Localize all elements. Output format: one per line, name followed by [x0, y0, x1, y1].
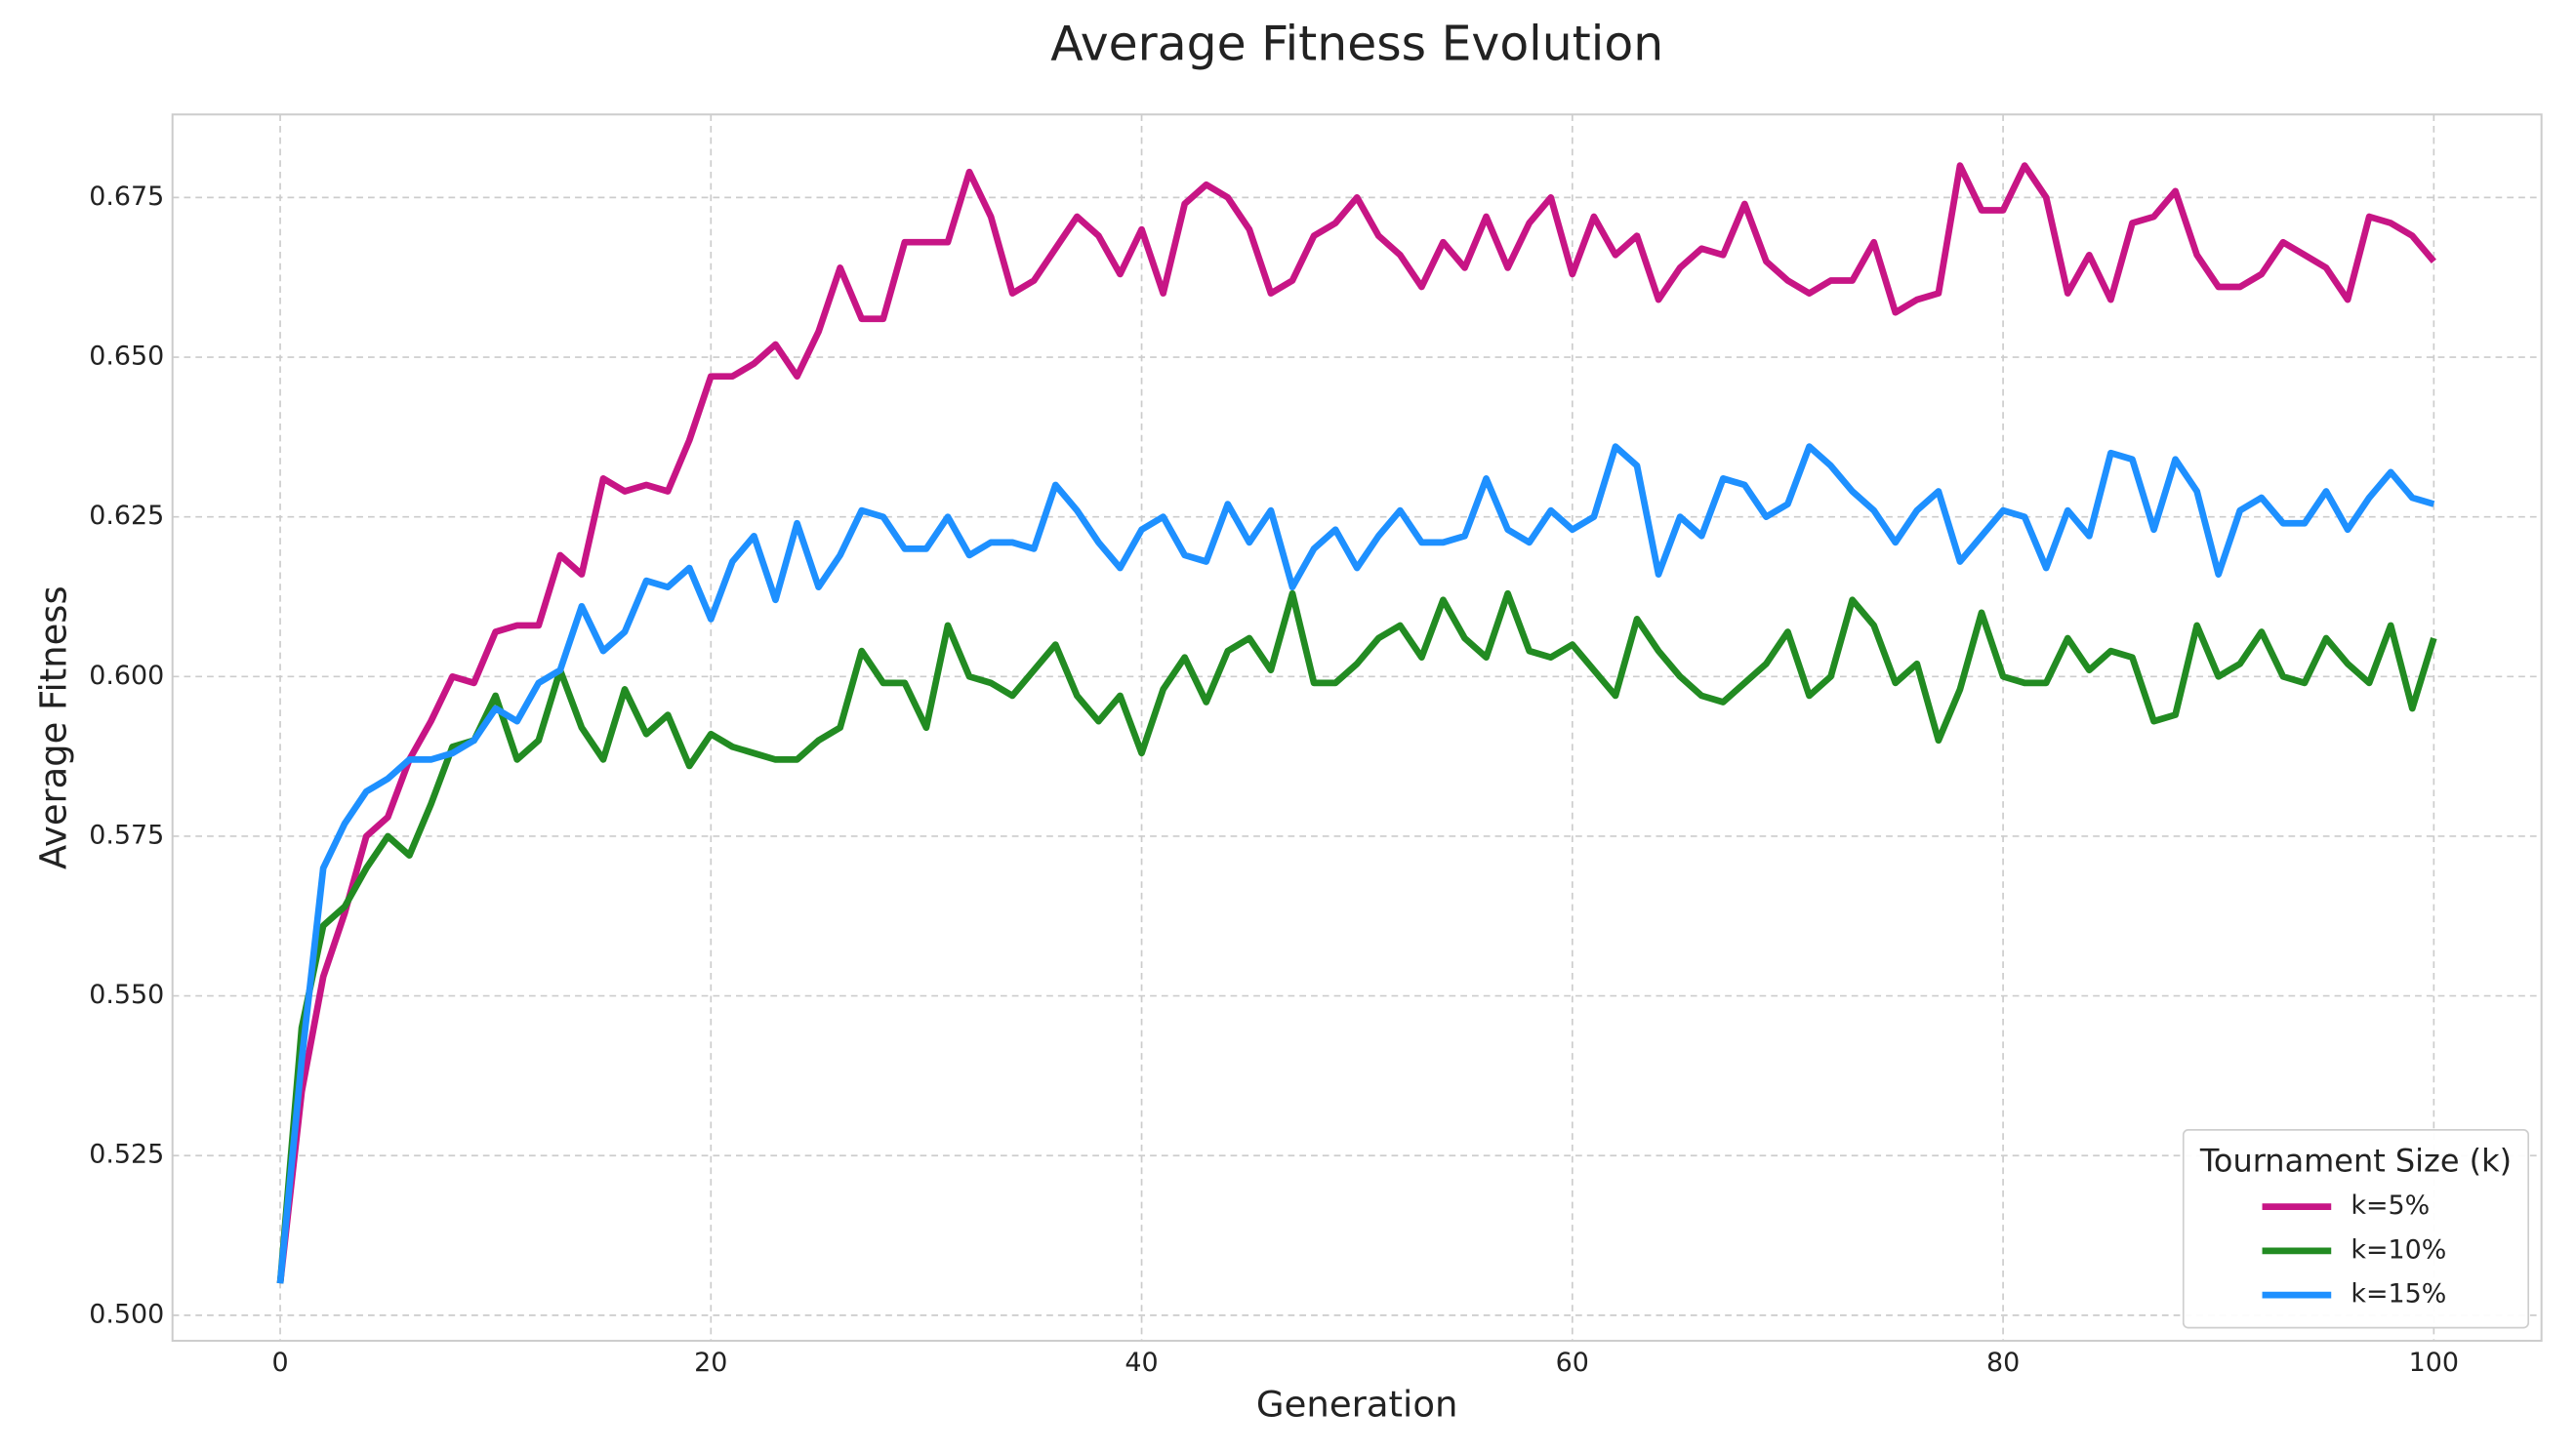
legend-label: k=5% — [2351, 1190, 2430, 1221]
legend-label: k=10% — [2351, 1234, 2446, 1265]
x-tick-label: 60 — [1556, 1348, 1589, 1378]
y-tick-label: 0.575 — [89, 820, 164, 850]
y-axis-label: Average Fitness — [33, 585, 75, 869]
series-line — [276, 443, 2435, 1284]
plot-frame — [171, 113, 2543, 1343]
y-tick-label: 0.675 — [89, 182, 164, 212]
x-tick-label: 80 — [1986, 1348, 2020, 1378]
x-tick-label: 20 — [694, 1348, 727, 1378]
legend-title: Tournament Size (k) — [2199, 1142, 2512, 1179]
x-tick-label: 40 — [1124, 1348, 1158, 1378]
legend-label: k=15% — [2351, 1279, 2446, 1310]
chart-title: Average Fitness Evolution — [1050, 18, 1663, 72]
y-tick-label: 0.550 — [89, 980, 164, 1010]
legend-box — [2182, 1129, 2530, 1329]
x-tick-label: 0 — [271, 1348, 288, 1378]
series-line — [276, 589, 2437, 1284]
y-tick-label: 0.600 — [89, 661, 164, 691]
y-tick-label: 0.650 — [89, 342, 164, 372]
series-line — [276, 162, 2436, 1284]
x-tick-label: 100 — [2409, 1348, 2459, 1378]
x-axis-label: Generation — [1256, 1384, 1458, 1426]
y-tick-label: 0.625 — [89, 501, 164, 531]
y-tick-label: 0.525 — [89, 1140, 164, 1170]
y-tick-label: 0.500 — [89, 1299, 164, 1329]
